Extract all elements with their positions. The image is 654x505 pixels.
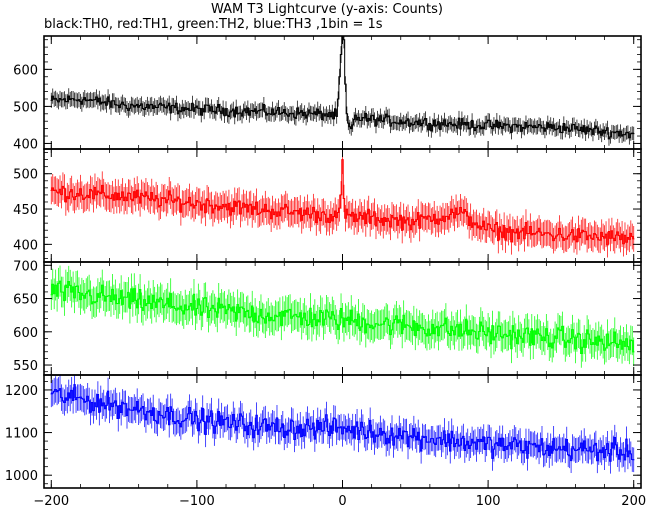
chart-title: WAM T3 Lightcurve (y-axis: Counts) [211, 2, 443, 17]
y-tick-label: 600 [13, 326, 38, 341]
y-tick-label: 1200 [5, 384, 38, 399]
y-tick-label: 550 [13, 359, 38, 374]
x-tick-label: 200 [621, 494, 646, 505]
y-tick-label: 1000 [5, 469, 38, 484]
x-tick-label: 100 [476, 494, 501, 505]
y-tick-label: 500 [13, 100, 38, 115]
y-tick-label: 700 [13, 259, 38, 274]
panel-frame-th0 [43, 35, 642, 150]
y-tick-label: 400 [13, 137, 38, 152]
series-th2-errorbars [50, 265, 635, 368]
y-tick-label: 1100 [5, 427, 38, 442]
x-tick-label: −200 [33, 494, 69, 505]
series-th1-line [50, 159, 635, 246]
y-tick-label: 650 [13, 293, 38, 308]
x-tick-label: −100 [179, 494, 215, 505]
chart-subtitle: black:TH0, red:TH1, green:TH2, blue:TH3 … [44, 17, 383, 32]
y-tick-label: 500 [13, 168, 38, 183]
y-tick-label: 400 [13, 238, 38, 253]
x-tick-label: 0 [338, 494, 346, 505]
y-tick-label: 600 [13, 63, 38, 78]
y-tick-label: 450 [13, 203, 38, 218]
series-th3-errorbars [50, 375, 635, 474]
series-th2-line [50, 280, 635, 354]
series-th1-errorbars [50, 149, 635, 258]
series-th3-line [50, 384, 635, 462]
series-th0-line [50, 36, 635, 140]
